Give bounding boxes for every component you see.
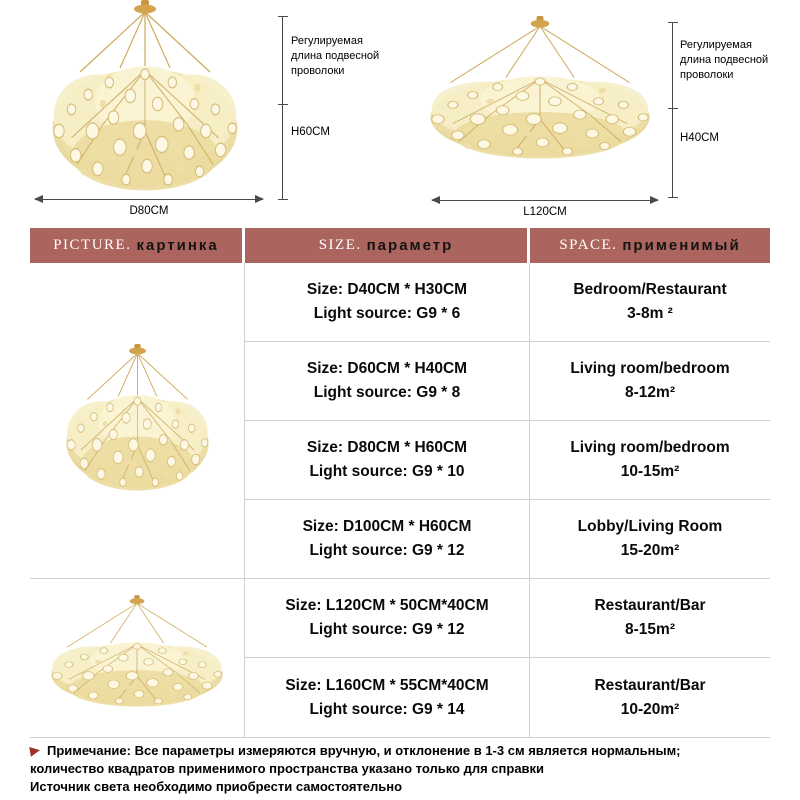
- chandelier-linear-table-image: [30, 579, 244, 737]
- spec-table: PICTURE. картинка SIZE. параметр SPACE. …: [30, 228, 770, 738]
- size-text: Size: D40CM * H30CM: [306, 281, 468, 298]
- space-area-text: 15-20m²: [620, 542, 680, 559]
- size-cell: Size: L120CM * 50CM*40CM Light source: G…: [245, 579, 530, 657]
- width-arrow-left: [34, 195, 264, 203]
- width-label-left: D80CM: [129, 205, 169, 217]
- header-size-ru: параметр: [366, 237, 454, 254]
- table-row: Size: D60CM * H40CM Light source: G9 * 8…: [245, 342, 770, 421]
- note-text-1: Примечание: Все параметры измеряются вру…: [47, 743, 681, 758]
- space-cell: Living room/bedroom 10-15m²: [530, 421, 770, 499]
- size-cell: Size: D40CM * H30CM Light source: G9 * 6: [245, 263, 530, 341]
- size-text: Size: D60CM * H40CM: [306, 360, 468, 377]
- space-room-text: Restaurant/Bar: [594, 676, 706, 694]
- size-cell: Size: L160CM * 55CM*40CM Light source: G…: [245, 658, 530, 737]
- space-room-text: Bedroom/Restaurant: [573, 281, 727, 298]
- space-cell: Bedroom/Restaurant 3-8m ²: [530, 263, 770, 341]
- note-text-3: Источник света необходимо приобрести сам…: [30, 779, 403, 794]
- measure-tick: [668, 108, 678, 109]
- table-row: Size: D100CM * H60CM Light source: G9 * …: [245, 500, 770, 579]
- light-source-text: Light source: G9 * 8: [313, 384, 461, 401]
- note-line-1: Примечание: Все параметры измеряются вру…: [29, 742, 681, 760]
- table-row: Size: L160CM * 55CM*40CM Light source: G…: [245, 658, 770, 737]
- height-label-right: H40CM: [680, 132, 719, 144]
- width-arrow-right: [431, 196, 659, 204]
- light-source-text: Light source: G9 * 6: [313, 305, 461, 322]
- table-header: PICTURE. картинка SIZE. параметр SPACE. …: [30, 228, 770, 263]
- size-text: Size: D100CM * H60CM: [302, 518, 472, 535]
- header-picture-en: PICTURE.: [53, 237, 132, 253]
- table-row: Size: L120CM * 50CM*40CM Light source: G…: [245, 579, 770, 658]
- light-source-text: Light source: G9 * 12: [309, 621, 465, 638]
- header-size-en: SIZE.: [318, 237, 362, 253]
- space-area-text: 3-8m ²: [627, 305, 673, 322]
- space-cell: Restaurant/Bar 10-20m²: [530, 658, 770, 737]
- header-space-en: SPACE.: [559, 237, 618, 253]
- space-area-text: 10-15m²: [620, 463, 680, 480]
- measure-tick: [278, 104, 288, 105]
- rows-column: Size: D40CM * H30CM Light source: G9 * 6…: [245, 263, 770, 737]
- size-text: Size: L120CM * 50CM*40CM: [285, 597, 489, 614]
- notes-section: Примечание: Все параметры измеряются вру…: [29, 742, 681, 796]
- size-cell: Size: D80CM * H60CM Light source: G9 * 1…: [245, 421, 530, 499]
- space-room-text: Living room/bedroom: [570, 360, 730, 377]
- header-space-ru: применимый: [622, 237, 741, 254]
- wire-length-note-right: Регулируемая длина подвесной проволоки: [680, 39, 769, 81]
- note-arrow-icon: [29, 745, 41, 757]
- space-cell: Restaurant/Bar 8-15m²: [530, 579, 770, 657]
- height-measure-line-left: [278, 16, 288, 200]
- space-area-text: 8-15m²: [625, 621, 675, 638]
- table-row: Size: D80CM * H60CM Light source: G9 * 1…: [245, 421, 770, 500]
- wire-length-note-left: Регулируемая длина подвесной проволоки: [291, 35, 380, 77]
- table-body: Size: D40CM * H30CM Light source: G9 * 6…: [30, 263, 770, 738]
- size-text: Size: D80CM * H60CM: [306, 439, 468, 456]
- size-diagram-section: Регулируемая длина подвесной проволоки H…: [0, 0, 800, 226]
- space-cell: Living room/bedroom 8-12m²: [530, 342, 770, 420]
- chandelier-round-table-image: [30, 263, 244, 579]
- table-row: Size: D40CM * H30CM Light source: G9 * 6…: [245, 263, 770, 342]
- measure-tick: [278, 16, 288, 17]
- size-cell: Size: D60CM * H40CM Light source: G9 * 8: [245, 342, 530, 420]
- space-cell: Lobby/Living Room 15-20m²: [530, 500, 770, 578]
- header-picture-ru: картинка: [136, 237, 219, 254]
- picture-column: [30, 263, 245, 737]
- measure-tick: [278, 199, 288, 200]
- header-space: SPACE. применимый: [530, 228, 770, 263]
- header-picture: PICTURE. картинка: [30, 228, 245, 263]
- header-size: SIZE. параметр: [245, 228, 530, 263]
- light-source-text: Light source: G9 * 12: [309, 542, 465, 559]
- space-room-text: Living room/bedroom: [570, 439, 730, 456]
- size-text: Size: L160CM * 55CM*40CM: [285, 676, 489, 694]
- space-room-text: Lobby/Living Room: [577, 518, 723, 535]
- light-source-text: Light source: G9 * 14: [309, 700, 465, 718]
- light-source-text: Light source: G9 * 10: [309, 463, 465, 480]
- space-room-text: Restaurant/Bar: [594, 597, 706, 614]
- space-area-text: 8-12m²: [625, 384, 675, 401]
- note-text-2: количество квадратов применимого простра…: [30, 761, 545, 776]
- chandelier-linear-diagram-image: [412, 16, 668, 178]
- size-cell: Size: D100CM * H60CM Light source: G9 * …: [245, 500, 530, 578]
- chandelier-round-diagram-image: [25, 0, 265, 200]
- height-measure-line-right: [668, 22, 678, 198]
- measure-tick: [668, 22, 678, 23]
- measure-tick: [668, 197, 678, 198]
- space-area-text: 10-20m²: [620, 700, 680, 718]
- height-label-left: H60CM: [291, 126, 330, 138]
- width-label-right: L120CM: [523, 206, 567, 218]
